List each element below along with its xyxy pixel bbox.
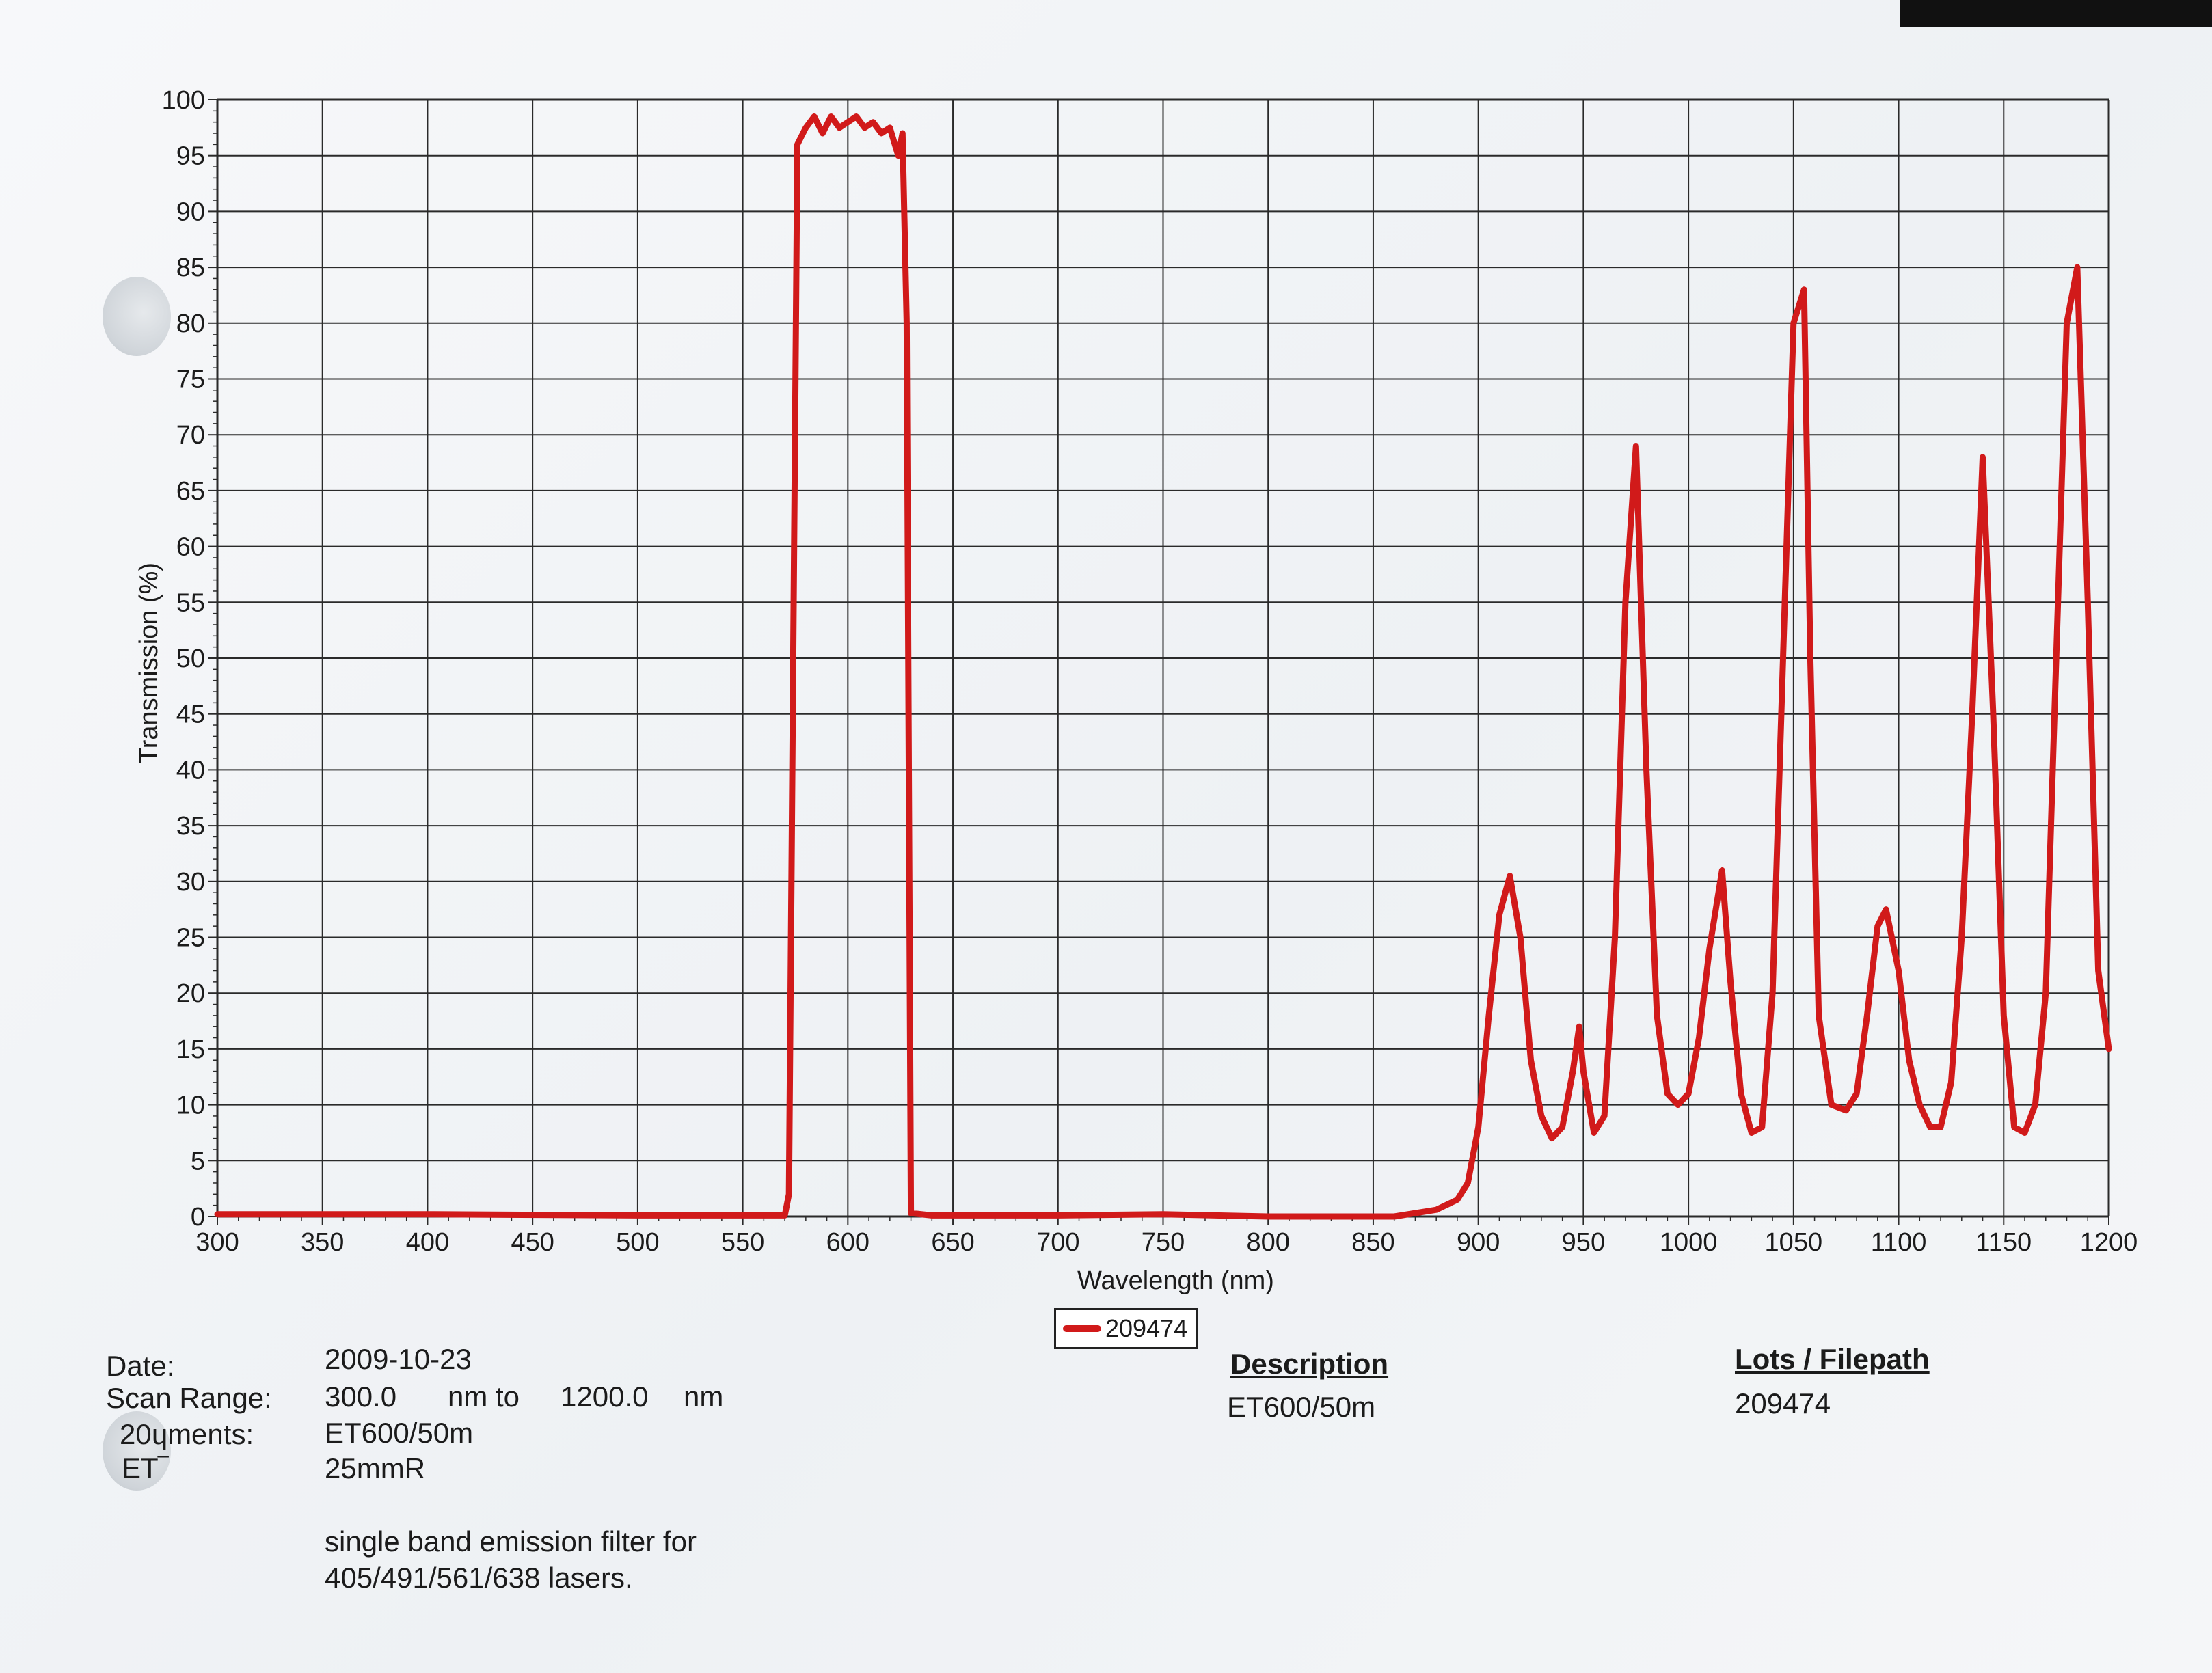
y-tick-label-20: 20 (176, 979, 205, 1008)
y-tick-label-50: 50 (176, 644, 205, 673)
et-label: ET‾ (122, 1452, 168, 1484)
scan-range-label: Scan Range: (106, 1382, 272, 1414)
punch-hole-bottom (103, 1411, 171, 1491)
y-tick-label-40: 40 (176, 756, 205, 785)
y-tick-label-80: 80 (176, 310, 205, 338)
scan-nm-unit: nm (684, 1380, 724, 1413)
y-tick-label-15: 15 (176, 1035, 205, 1064)
x-tick-label-650: 650 (931, 1228, 974, 1257)
punch-hole-top (103, 277, 171, 356)
y-tick-label-35: 35 (176, 812, 205, 841)
comments-line-2: 25mmR (325, 1452, 426, 1484)
x-tick-label-700: 700 (1036, 1228, 1079, 1257)
x-tick-label-950: 950 (1562, 1228, 1605, 1257)
comments-line-4: 405/491/561/638 lasers. (325, 1562, 633, 1594)
y-tick-label-45: 45 (176, 701, 205, 729)
y-tick-labels: 0 5 10 15 20 25 30 35 40 45 50 55 60 65 70 75 80 85 90 95 10… (162, 86, 205, 1232)
y-tick-label-70: 70 (176, 421, 205, 450)
y-tick-label-25: 25 (176, 924, 205, 953)
scan-start-value: 300.0 (325, 1380, 397, 1413)
y-tick-label-5: 5 (191, 1147, 205, 1175)
scan-edge-shadow (1900, 0, 2212, 27)
comments-line-1: ET600/50m (325, 1417, 474, 1449)
lots-value: 209474 (1735, 1387, 1831, 1419)
x-tick-label-450: 450 (511, 1228, 554, 1257)
description-header: Description (1230, 1348, 1389, 1380)
x-tick-label-300: 300 (195, 1228, 239, 1257)
y-tick-label-100: 100 (162, 86, 205, 115)
x-tick-label-600: 600 (826, 1228, 869, 1257)
y-tick-label-30: 30 (176, 868, 205, 897)
x-tick-label-500: 500 (616, 1228, 659, 1257)
legend-label: 209474 (1105, 1314, 1188, 1342)
date-value: 2009-10-23 (325, 1343, 472, 1375)
y-tick-label-85: 85 (176, 254, 205, 282)
x-tick-label-400: 400 (406, 1228, 449, 1257)
comments-label: 20ɥments: (120, 1418, 254, 1450)
x-tick-label-850: 850 (1351, 1228, 1394, 1257)
chart-ticks (208, 99, 2109, 1225)
y-tick-label-0: 0 (191, 1203, 205, 1232)
x-tick-labels: 300 350 400 450 500 550 600 650 700 750 800 850 900 9… (195, 1228, 2137, 1257)
y-tick-label-75: 75 (176, 366, 205, 394)
y-tick-label-10: 10 (176, 1091, 205, 1120)
x-tick-label-550: 550 (721, 1228, 764, 1257)
y-tick-label-65: 65 (176, 477, 205, 506)
y-tick-label-90: 90 (176, 198, 205, 226)
comments-line-3: single band emission filter for (325, 1525, 697, 1558)
description-value: ET600/50m (1227, 1391, 1376, 1423)
y-tick-label-60: 60 (176, 533, 205, 562)
x-tick-label-350: 350 (301, 1228, 344, 1257)
scan-end-value: 1200.0 (561, 1380, 649, 1413)
x-tick-label-1200: 1200 (2080, 1228, 2138, 1257)
x-tick-label-800: 800 (1247, 1228, 1290, 1257)
x-tick-label-750: 750 (1142, 1228, 1185, 1257)
y-tick-label-55: 55 (176, 588, 205, 617)
x-tick-label-1100: 1100 (1871, 1228, 1927, 1257)
x-tick-label-1050: 1050 (1765, 1228, 1823, 1257)
y-tick-label-95: 95 (176, 142, 205, 171)
legend-swatch (1063, 1325, 1101, 1332)
x-tick-label-900: 900 (1457, 1228, 1500, 1257)
scan-nm-to: nm to (448, 1380, 520, 1413)
x-tick-label-1150: 1150 (1975, 1228, 2032, 1257)
lots-header: Lots / Filepath (1735, 1343, 1930, 1375)
y-axis-label: Transmission (%) (135, 562, 163, 763)
date-label: Date: (106, 1350, 175, 1382)
chart-legend: 209474 (1054, 1308, 1198, 1349)
x-axis-label: Wavelength (nm) (1077, 1266, 1274, 1295)
series-209474-line (214, 113, 2112, 1220)
x-tick-label-1000: 1000 (1660, 1228, 1718, 1257)
